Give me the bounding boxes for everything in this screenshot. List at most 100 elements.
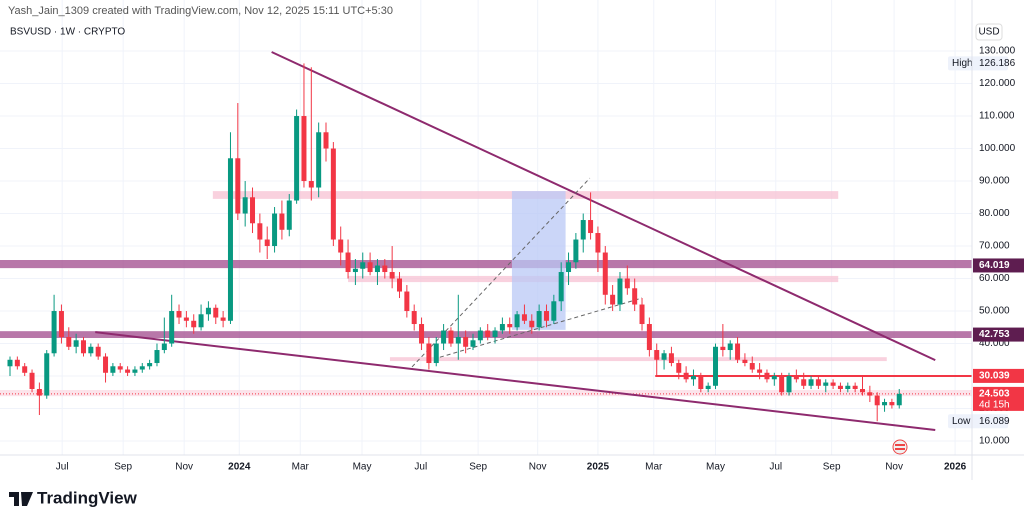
candle-body [801,379,807,386]
x-tick-label: May [353,462,372,473]
candle-body [742,359,748,364]
candle-body [272,213,278,247]
candle-body [419,324,425,344]
candle-body [139,366,145,370]
zone [348,275,839,283]
candle-body [220,317,226,321]
trendline [439,297,643,358]
candle-body [882,402,888,406]
candle-body [507,324,513,328]
candle-body [51,311,57,354]
x-tick-label: Nov [885,462,903,473]
candle-body [308,181,314,188]
candle-body [382,265,388,273]
candle-body [477,330,483,341]
price-axis: 130.000 120.000 110.000 100.000 90.000 80.000… [948,46,1024,447]
candle-body [602,252,608,295]
y-tick-label: 60.000 [979,273,1010,284]
flag-stripe [895,444,905,446]
candle-body [198,314,204,328]
candle-body [117,366,123,370]
candle-body [360,262,366,269]
candle-body [646,324,652,351]
candle-body [573,239,579,263]
x-tick-label: Nov [175,462,193,473]
candle-body [374,265,380,273]
candle-body [852,385,858,390]
zone [0,260,972,269]
flag-stripe [895,448,905,450]
y-tick-label: 50.000 [979,306,1010,317]
zone [0,390,972,397]
y-tick-label: 80.000 [979,208,1010,219]
candle-body [411,311,417,325]
x-tick-label: 2025 [587,462,610,473]
candle-body [595,233,601,253]
candle-body [566,262,572,273]
candle-body [176,311,182,318]
currency[interactable]: USD [978,27,999,38]
low-label: Low [952,416,971,427]
candle-body [896,393,902,406]
candle-body [610,294,616,305]
y-tick-label: 70.000 [979,241,1010,252]
candle-body [44,353,50,396]
candle-body [205,307,211,315]
y-tick-label: 110.000 [979,111,1015,122]
flag-circle [892,439,908,455]
candle-body [330,148,336,240]
price-label: 64.019 [979,260,1010,271]
x-tick-label: Jul [769,462,782,473]
y-tick-label: 90.000 [979,176,1010,187]
low-value: 16.089 [979,416,1010,427]
brand-logo: TradingView [9,488,138,507]
candle-body [433,343,439,364]
candle-body [779,376,785,393]
candle-body [169,311,175,344]
candle-body [316,132,322,188]
candle-body [617,278,623,305]
x-tick-label: Sep [823,462,841,473]
y-tick-label: 120.000 [979,78,1016,89]
candle-body [764,372,770,380]
candle-body [345,252,351,273]
candle-body [639,304,645,325]
flag-icon [892,439,908,455]
candle-body [14,359,20,367]
candle-body [404,291,410,312]
candle-body [80,340,86,354]
candle-body [301,116,307,182]
candle-body [514,314,520,328]
candle-body [558,272,564,302]
zone [389,357,887,362]
price-label-box [973,386,1024,411]
candle-body [676,363,682,373]
x-tick-label: Jul [414,462,427,473]
candle-body [793,376,799,380]
candle-body [543,311,549,321]
y-tick-label: 40.000 [979,338,1010,349]
x-tick-label: Nov [529,462,547,473]
candle-body [338,239,344,253]
candle-body [191,320,197,328]
candle-body [698,376,704,390]
candle-body [242,197,248,214]
high-label: High [952,58,973,69]
candle-body [690,376,696,380]
currency-box[interactable] [975,23,1003,41]
low-label-box [948,414,1008,429]
candle-body [889,402,895,406]
x-tick-label: 2026 [944,462,967,473]
candle-body [7,359,13,367]
candle-body [771,376,777,380]
price-label: 24.503 [979,389,1010,400]
x-tick-label: Sep [469,462,487,473]
y-tick-label: 100.000 [979,143,1016,154]
candle-body [757,369,763,373]
symbol: BSVUSD · 1W · CRYPTO [10,27,125,38]
candle-body [426,343,432,364]
x-tick-label: Jul [56,462,69,473]
candle-body [66,337,72,347]
trendline [95,331,936,431]
